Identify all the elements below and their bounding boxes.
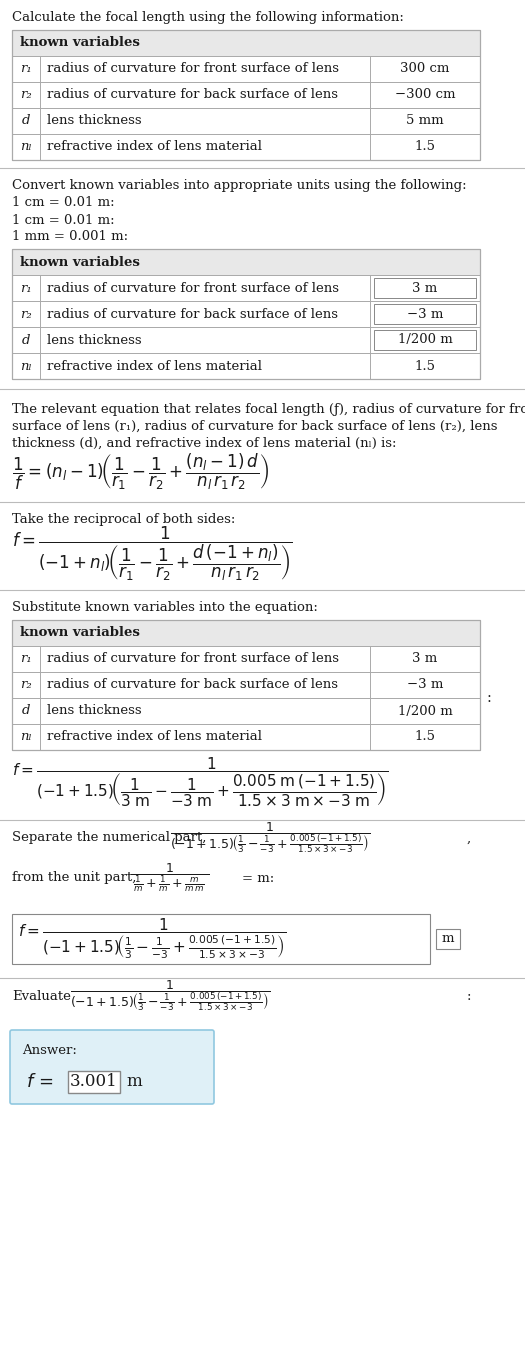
Bar [12,699,480,724]
Text: surface of lens (r₁), radius of curvature for back surface of lens (r₂), lens: surface of lens (r₁), radius of curvatur… [12,420,498,432]
Text: 1 cm = 0.01 m:: 1 cm = 0.01 m: [12,196,114,210]
Text: Take the reciprocal of both sides:: Take the reciprocal of both sides: [12,513,235,527]
Text: The relevant equation that relates focal length (ƒ), radius of curvature for fro: The relevant equation that relates focal… [12,402,525,416]
Text: :: : [486,691,491,705]
Text: 1.5: 1.5 [415,360,436,372]
Bar [68,1071,120,1093]
Bar [12,30,480,160]
Text: = m:: = m: [242,872,274,884]
Bar [12,672,480,699]
Bar [12,249,480,275]
Text: Evaluate: Evaluate [12,990,71,1002]
Bar [12,620,480,646]
Bar [12,328,480,353]
Bar [374,305,476,324]
Text: d: d [22,333,30,347]
Text: $\dfrac{1}{(-1+1.5)\!\left(\frac{1}{3} - \frac{1}{-3} + \frac{0.005\,(-1+1.5)}{1: $\dfrac{1}{(-1+1.5)\!\left(\frac{1}{3} -… [70,979,270,1013]
Text: $\dfrac{1}{\;\frac{1}{m} + \frac{1}{m} + \frac{m}{m\,m}\;}$: $\dfrac{1}{\;\frac{1}{m} + \frac{1}{m} +… [130,862,209,894]
Text: r₁: r₁ [20,653,32,666]
Text: 5 mm: 5 mm [406,115,444,127]
Bar [12,108,480,134]
Text: 1/200 m: 1/200 m [397,704,453,718]
Bar [374,278,476,298]
Bar [12,134,480,160]
Text: lens thickness: lens thickness [47,115,142,127]
Text: d: d [22,115,30,127]
Text: −3 m: −3 m [407,307,443,321]
Text: r₂: r₂ [20,678,32,692]
Text: −300 cm: −300 cm [395,88,455,102]
Text: Substitute known variables into the equation:: Substitute known variables into the equa… [12,601,318,615]
Bar [12,301,480,328]
Text: r₁: r₁ [20,282,32,295]
Text: radius of curvature for back surface of lens: radius of curvature for back surface of … [47,307,338,321]
Text: Answer:: Answer: [22,1044,77,1056]
Text: refractive index of lens material: refractive index of lens material [47,141,262,153]
Text: m: m [126,1074,142,1090]
Text: d: d [22,704,30,718]
Text: 1/200 m: 1/200 m [397,333,453,347]
Text: 1 cm = 0.01 m:: 1 cm = 0.01 m: [12,214,114,226]
Bar [12,56,480,83]
Text: m: m [442,933,454,945]
Text: r₂: r₂ [20,88,32,102]
Bar [12,620,480,750]
Bar [374,330,476,349]
Text: refractive index of lens material: refractive index of lens material [47,731,262,743]
Text: radius of curvature for front surface of lens: radius of curvature for front surface of… [47,282,339,295]
Text: 3 m: 3 m [412,282,438,295]
Bar [12,30,480,56]
Text: thickness (d), and refractive index of lens material (nₗ) is:: thickness (d), and refractive index of l… [12,436,396,450]
Bar [12,275,480,301]
Bar [12,914,430,964]
Text: known variables: known variables [20,627,140,639]
Text: radius of curvature for back surface of lens: radius of curvature for back surface of … [47,678,338,692]
Text: ,: , [467,831,471,845]
Bar [12,249,480,379]
Text: r₁: r₁ [20,62,32,76]
Text: nₗ: nₗ [20,141,32,153]
Text: 1.5: 1.5 [415,731,436,743]
Text: lens thickness: lens thickness [47,333,142,347]
Text: radius of curvature for front surface of lens: radius of curvature for front surface of… [47,653,339,666]
Bar [12,83,480,108]
Text: nₗ: nₗ [20,360,32,372]
Text: radius of curvature for back surface of lens: radius of curvature for back surface of … [47,88,338,102]
Text: 1.5: 1.5 [415,141,436,153]
Text: 3 m: 3 m [412,653,438,666]
Text: r₂: r₂ [20,307,32,321]
Text: known variables: known variables [20,256,140,268]
Text: Calculate the focal length using the following information:: Calculate the focal length using the fol… [12,11,404,24]
Text: lens thickness: lens thickness [47,704,142,718]
Text: :: : [467,990,471,1002]
Text: $f = \dfrac{1}{(-1+1.5)\!\left(\frac{1}{3} - \frac{1}{-3} + \frac{0.005\,(-1+1.5: $f = \dfrac{1}{(-1+1.5)\!\left(\frac{1}{… [18,917,286,961]
Text: $\dfrac{1}{f} = (n_l - 1)\!\left(\dfrac{1}{r_1} - \dfrac{1}{r_2} + \dfrac{(n_l -: $\dfrac{1}{f} = (n_l - 1)\!\left(\dfrac{… [12,452,269,492]
Text: 1 mm = 0.001 m:: 1 mm = 0.001 m: [12,230,128,244]
Text: $\dfrac{1}{(-1+1.5)\!\left(\frac{1}{3} - \frac{1}{-3} + \frac{0.005\,(-1+1.5)}{1: $\dfrac{1}{(-1+1.5)\!\left(\frac{1}{3} -… [170,821,370,856]
Text: refractive index of lens material: refractive index of lens material [47,360,262,372]
Text: Convert known variables into appropriate units using the following:: Convert known variables into appropriate… [12,180,467,192]
Text: $f = \dfrac{1}{(-1 + 1.5)\!\left(\dfrac{1}{3\;\mathrm{m}} - \dfrac{1}{-3\;\mathr: $f = \dfrac{1}{(-1 + 1.5)\!\left(\dfrac{… [12,756,388,808]
Text: 300 cm: 300 cm [400,62,450,76]
Text: $f = \dfrac{1}{(-1 + n_l)\!\left(\dfrac{1}{r_1} - \dfrac{1}{r_2} + \dfrac{d\,(-1: $f = \dfrac{1}{(-1 + n_l)\!\left(\dfrac{… [12,525,292,584]
Text: $f\,=$: $f\,=$ [26,1072,54,1091]
Bar [12,353,480,379]
Text: Separate the numerical part,: Separate the numerical part, [12,831,206,845]
Bar [12,724,480,750]
Text: known variables: known variables [20,37,140,50]
Text: −3 m: −3 m [407,678,443,692]
Bar [436,929,460,949]
Text: radius of curvature for front surface of lens: radius of curvature for front surface of… [47,62,339,76]
Bar [12,646,480,672]
Text: nₗ: nₗ [20,731,32,743]
FancyBboxPatch shape [10,1030,214,1104]
Text: from the unit part,: from the unit part, [12,872,136,884]
Text: 3.001: 3.001 [70,1074,118,1090]
